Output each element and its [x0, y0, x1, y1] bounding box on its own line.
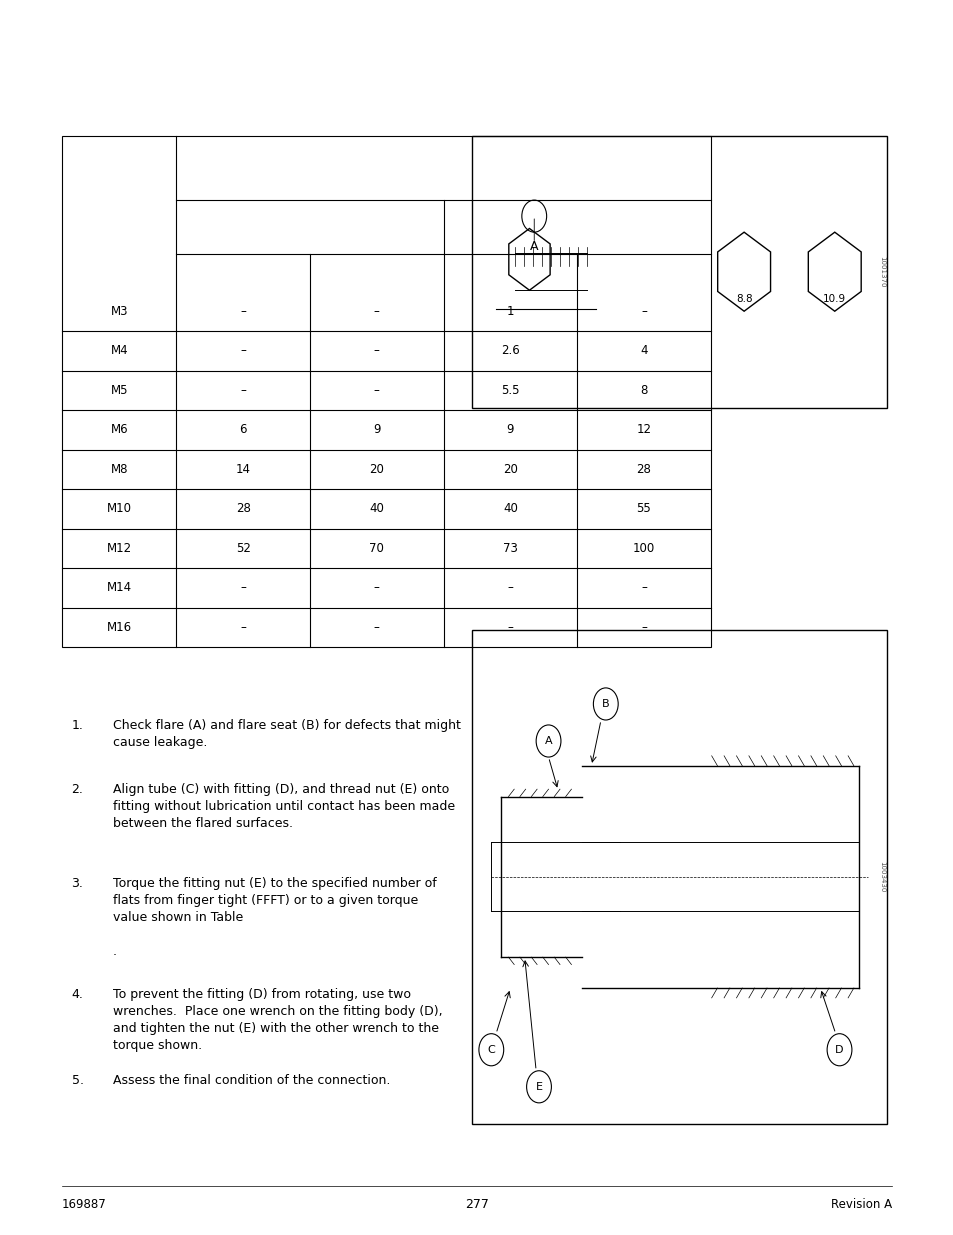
Text: –: –	[240, 384, 246, 396]
Text: –: –	[507, 621, 513, 634]
Text: D: D	[835, 1045, 842, 1055]
Text: –: –	[240, 621, 246, 634]
Text: 5.5: 5.5	[500, 384, 519, 396]
Text: –: –	[240, 582, 246, 594]
Text: Revision A: Revision A	[830, 1198, 891, 1210]
Text: –: –	[640, 582, 646, 594]
Text: 12: 12	[636, 424, 651, 436]
Text: To prevent the fitting (D) from rotating, use two
wrenches.  Place one wrench on: To prevent the fitting (D) from rotating…	[112, 988, 442, 1052]
Text: 28: 28	[235, 503, 251, 515]
Text: M3: M3	[111, 305, 128, 317]
Text: Check flare (A) and flare seat (B) for defects that might
cause leakage.: Check flare (A) and flare seat (B) for d…	[112, 719, 460, 748]
Text: 1: 1	[506, 305, 514, 317]
Text: 14: 14	[235, 463, 251, 475]
Text: 70: 70	[369, 542, 384, 555]
Text: E: E	[535, 1082, 542, 1092]
Text: –: –	[374, 384, 379, 396]
Text: –: –	[240, 345, 246, 357]
Text: M14: M14	[107, 582, 132, 594]
Text: 5.: 5.	[71, 1074, 84, 1088]
Text: 10.9: 10.9	[822, 294, 845, 304]
Text: 28: 28	[636, 463, 651, 475]
Text: –: –	[374, 582, 379, 594]
Text: 2.6: 2.6	[500, 345, 519, 357]
Text: 3.: 3.	[71, 877, 83, 890]
Text: 169887: 169887	[62, 1198, 107, 1210]
Text: 100: 100	[632, 542, 655, 555]
Text: 8: 8	[639, 384, 647, 396]
Text: 1003430: 1003430	[879, 861, 884, 893]
Text: 73: 73	[502, 542, 517, 555]
Text: –: –	[240, 305, 246, 317]
Text: 40: 40	[502, 503, 517, 515]
Text: –: –	[374, 305, 379, 317]
Text: 9: 9	[506, 424, 514, 436]
Text: Align tube (C) with fitting (D), and thread nut (E) onto
fitting without lubrica: Align tube (C) with fitting (D), and thr…	[112, 783, 455, 830]
Text: M10: M10	[107, 503, 132, 515]
Text: 55: 55	[636, 503, 651, 515]
Text: 4: 4	[639, 345, 647, 357]
Text: M6: M6	[111, 424, 128, 436]
Text: –: –	[640, 305, 646, 317]
Text: 1001370: 1001370	[879, 256, 884, 288]
Text: 1.: 1.	[71, 719, 83, 732]
Text: C: C	[487, 1045, 495, 1055]
Text: –: –	[374, 621, 379, 634]
Text: 277: 277	[464, 1198, 489, 1210]
Text: 6: 6	[239, 424, 247, 436]
Text: M8: M8	[111, 463, 128, 475]
Text: 4.: 4.	[71, 988, 83, 1002]
Text: 40: 40	[369, 503, 384, 515]
Text: A: A	[544, 736, 552, 746]
Text: B: B	[601, 699, 609, 709]
Text: 2.: 2.	[71, 783, 83, 797]
Text: 9: 9	[373, 424, 380, 436]
Text: Torque the fitting nut (E) to the specified number of
flats from finger tight (F: Torque the fitting nut (E) to the specif…	[112, 877, 436, 958]
Text: 20: 20	[369, 463, 384, 475]
Text: Assess the final condition of the connection.: Assess the final condition of the connec…	[112, 1074, 390, 1088]
Text: –: –	[374, 345, 379, 357]
Text: –: –	[507, 582, 513, 594]
Text: 8.8: 8.8	[735, 294, 752, 304]
Text: A: A	[530, 241, 537, 253]
Text: M12: M12	[107, 542, 132, 555]
Text: M5: M5	[111, 384, 128, 396]
Text: M4: M4	[111, 345, 128, 357]
Text: 52: 52	[235, 542, 251, 555]
Text: 20: 20	[502, 463, 517, 475]
Text: M16: M16	[107, 621, 132, 634]
Text: –: –	[640, 621, 646, 634]
